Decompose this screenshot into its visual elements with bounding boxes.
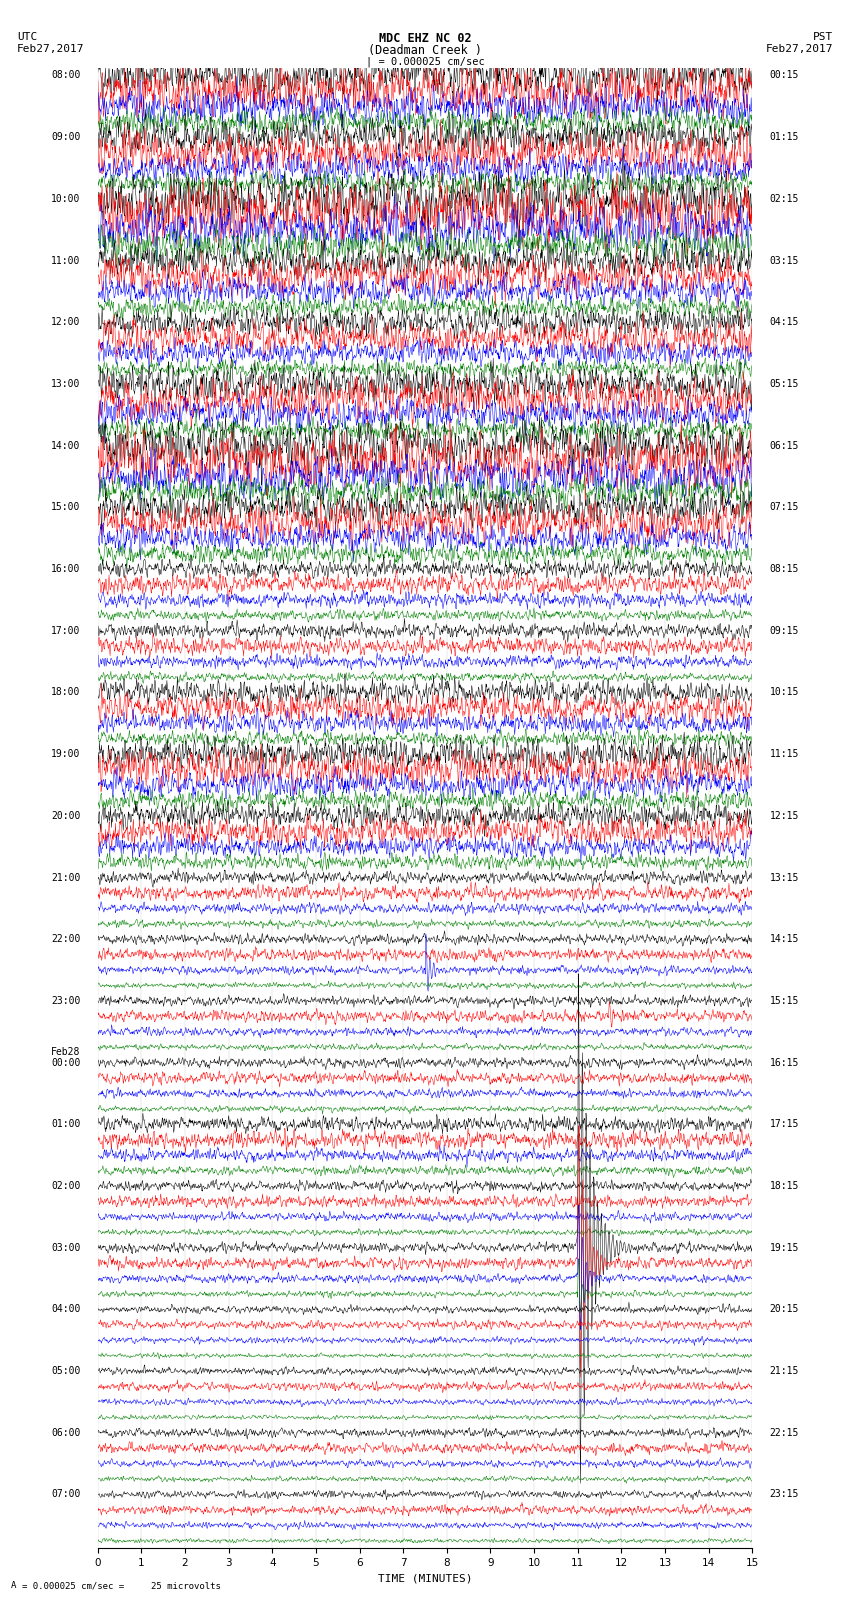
- Text: 23:15: 23:15: [770, 1489, 799, 1500]
- Text: 14:15: 14:15: [770, 934, 799, 944]
- Text: UTC: UTC: [17, 32, 37, 42]
- Text: 12:15: 12:15: [770, 811, 799, 821]
- Text: 03:00: 03:00: [51, 1242, 80, 1253]
- Text: Feb27,2017: Feb27,2017: [17, 44, 84, 53]
- Text: 06:15: 06:15: [770, 440, 799, 450]
- Text: 19:00: 19:00: [51, 748, 80, 760]
- Text: 18:00: 18:00: [51, 687, 80, 697]
- Text: 03:15: 03:15: [770, 255, 799, 266]
- Text: 22:15: 22:15: [770, 1428, 799, 1437]
- Text: 23:00: 23:00: [51, 995, 80, 1007]
- Text: 05:15: 05:15: [770, 379, 799, 389]
- Text: 20:00: 20:00: [51, 811, 80, 821]
- Text: 21:00: 21:00: [51, 873, 80, 882]
- Text: 10:15: 10:15: [770, 687, 799, 697]
- Text: 00:15: 00:15: [770, 71, 799, 81]
- Text: 05:00: 05:00: [51, 1366, 80, 1376]
- Text: 13:15: 13:15: [770, 873, 799, 882]
- Text: 19:15: 19:15: [770, 1242, 799, 1253]
- Text: 09:00: 09:00: [51, 132, 80, 142]
- Text: 09:15: 09:15: [770, 626, 799, 636]
- Text: 16:00: 16:00: [51, 565, 80, 574]
- Text: (Deadman Creek ): (Deadman Creek ): [368, 44, 482, 56]
- Text: PST: PST: [813, 32, 833, 42]
- Text: 02:15: 02:15: [770, 194, 799, 203]
- Text: 10:00: 10:00: [51, 194, 80, 203]
- Text: 17:15: 17:15: [770, 1119, 799, 1129]
- Text: Feb28: Feb28: [51, 1047, 80, 1057]
- Text: 06:00: 06:00: [51, 1428, 80, 1437]
- Text: 00:00: 00:00: [51, 1058, 80, 1068]
- Text: 21:15: 21:15: [770, 1366, 799, 1376]
- Text: 22:00: 22:00: [51, 934, 80, 944]
- Text: 17:00: 17:00: [51, 626, 80, 636]
- Text: A: A: [11, 1581, 16, 1590]
- Text: 15:15: 15:15: [770, 995, 799, 1007]
- Text: 01:00: 01:00: [51, 1119, 80, 1129]
- Text: 04:15: 04:15: [770, 318, 799, 327]
- Text: = 0.000025 cm/sec =     25 microvolts: = 0.000025 cm/sec = 25 microvolts: [22, 1581, 221, 1590]
- Text: 13:00: 13:00: [51, 379, 80, 389]
- Text: 01:15: 01:15: [770, 132, 799, 142]
- Text: 16:15: 16:15: [770, 1058, 799, 1068]
- Text: 04:00: 04:00: [51, 1305, 80, 1315]
- Text: 07:15: 07:15: [770, 502, 799, 513]
- X-axis label: TIME (MINUTES): TIME (MINUTES): [377, 1574, 473, 1584]
- Text: 20:15: 20:15: [770, 1305, 799, 1315]
- Text: 18:15: 18:15: [770, 1181, 799, 1190]
- Text: 11:00: 11:00: [51, 255, 80, 266]
- Text: 08:15: 08:15: [770, 565, 799, 574]
- Text: | = 0.000025 cm/sec: | = 0.000025 cm/sec: [366, 56, 484, 68]
- Text: 02:00: 02:00: [51, 1181, 80, 1190]
- Text: 07:00: 07:00: [51, 1489, 80, 1500]
- Text: MDC EHZ NC 02: MDC EHZ NC 02: [379, 32, 471, 45]
- Text: 11:15: 11:15: [770, 748, 799, 760]
- Text: 08:00: 08:00: [51, 71, 80, 81]
- Text: Feb27,2017: Feb27,2017: [766, 44, 833, 53]
- Text: 15:00: 15:00: [51, 502, 80, 513]
- Text: 14:00: 14:00: [51, 440, 80, 450]
- Text: 12:00: 12:00: [51, 318, 80, 327]
